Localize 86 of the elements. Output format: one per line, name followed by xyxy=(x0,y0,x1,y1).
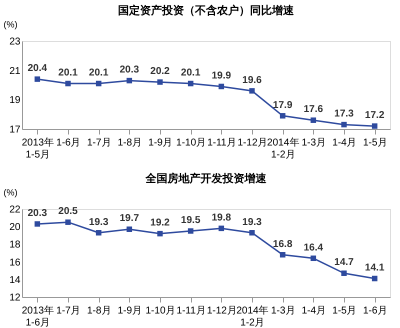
x-tick-label: 2014年 1-2月 xyxy=(236,304,269,328)
x-tick-label: 1-3月 xyxy=(270,306,296,316)
point xyxy=(65,219,71,225)
data-label: 17.2 xyxy=(364,110,385,122)
data-label: 20.4 xyxy=(28,63,48,74)
x-tick-label: 1-6月 xyxy=(362,306,388,316)
x-tick-label: 1-9月 xyxy=(148,138,173,148)
point xyxy=(96,230,102,236)
data-label: 20.5 xyxy=(58,206,78,218)
data-label: 16.4 xyxy=(304,242,324,254)
point xyxy=(126,226,132,232)
x-tick-label: 1-10月 xyxy=(176,138,206,148)
y-tick-label: 16 xyxy=(9,257,21,268)
x-tick-label: 1-9月 xyxy=(118,306,142,316)
y-tick-label: 14 xyxy=(9,274,21,286)
chart-title: 国定资产投资（不含农户）同比增速 xyxy=(118,4,295,17)
x-tick-label: 1-12月 xyxy=(237,138,268,148)
point xyxy=(249,230,255,236)
y-tick-label: 19 xyxy=(9,95,21,106)
point xyxy=(310,117,316,123)
x-tick-label: 1-10月 xyxy=(145,306,176,316)
data-label: 17.6 xyxy=(304,104,324,116)
data-label: 20.1 xyxy=(58,68,78,79)
data-label: 20.3 xyxy=(120,64,140,76)
data-label: 20.3 xyxy=(28,208,48,219)
x-tick-label: 1-8月 xyxy=(118,138,142,148)
x-tick-label: 2013年 1-5月 xyxy=(22,136,54,160)
point xyxy=(34,221,40,227)
data-label: 19.6 xyxy=(242,74,262,86)
y-tick-label: 17 xyxy=(9,124,21,136)
x-tick-label: 2014年 1-2月 xyxy=(267,136,300,160)
x-tick-label: 1-11月 xyxy=(207,138,236,148)
point xyxy=(96,80,102,86)
point xyxy=(218,226,224,232)
y-tick-label: 21 xyxy=(9,66,21,77)
point xyxy=(310,256,316,262)
x-tick-label: 1-6月 xyxy=(56,138,81,148)
point xyxy=(280,113,286,119)
data-label: 16.8 xyxy=(272,238,293,250)
data-label: 19.7 xyxy=(120,213,140,224)
y-axis-title: (%) xyxy=(4,20,18,30)
y-tick-label: 18 xyxy=(9,240,21,251)
point xyxy=(34,76,40,82)
point xyxy=(65,80,71,86)
data-label: 19.2 xyxy=(150,218,170,229)
point xyxy=(341,270,347,276)
chart-title: 全国房地产开发投资增速 xyxy=(144,172,268,185)
y-tick-label: 23 xyxy=(9,36,21,48)
point xyxy=(188,228,194,234)
data-label: 19.8 xyxy=(212,212,232,224)
point xyxy=(157,230,163,236)
y-tick-label: 12 xyxy=(9,292,21,304)
x-tick-label: 1-4月 xyxy=(302,306,326,316)
point xyxy=(372,276,378,282)
x-tick-label: 1-8月 xyxy=(86,306,112,316)
point xyxy=(218,84,224,90)
data-label: 17.9 xyxy=(272,100,293,111)
point xyxy=(372,123,378,129)
point xyxy=(188,80,194,86)
x-tick-label: 1-7月 xyxy=(86,138,112,148)
data-label: 20.2 xyxy=(150,66,170,78)
data-label: 17.3 xyxy=(334,108,354,120)
data-label: 19.3 xyxy=(88,216,109,228)
point xyxy=(157,79,163,85)
data-label: 20.1 xyxy=(88,68,109,79)
y-axis-title: (%) xyxy=(4,188,18,198)
x-tick-label: 1-3月 xyxy=(302,138,326,148)
data-label: 20.1 xyxy=(180,68,201,79)
data-label: 19.5 xyxy=(180,215,201,226)
point xyxy=(280,252,286,258)
data-label: 19.9 xyxy=(212,70,232,82)
x-tick-label: 1-12月 xyxy=(206,306,237,316)
point xyxy=(126,78,132,84)
x-tick-label: 1-11月 xyxy=(176,306,206,316)
data-label: 14.1 xyxy=(364,262,385,274)
data-label: 19.3 xyxy=(242,216,262,228)
y-tick-label: 20 xyxy=(9,222,21,234)
data-label: 14.7 xyxy=(334,257,354,268)
x-tick-label: 1-4月 xyxy=(332,138,357,148)
x-tick-label: 2013年 1-6月 xyxy=(22,304,54,328)
y-tick-label: 22 xyxy=(9,204,21,216)
x-tick-label: 1-5月 xyxy=(332,306,357,316)
point xyxy=(249,88,255,94)
x-tick-label: 1-5月 xyxy=(362,138,388,148)
point xyxy=(341,122,347,128)
x-tick-label: 1-7月 xyxy=(56,306,81,316)
